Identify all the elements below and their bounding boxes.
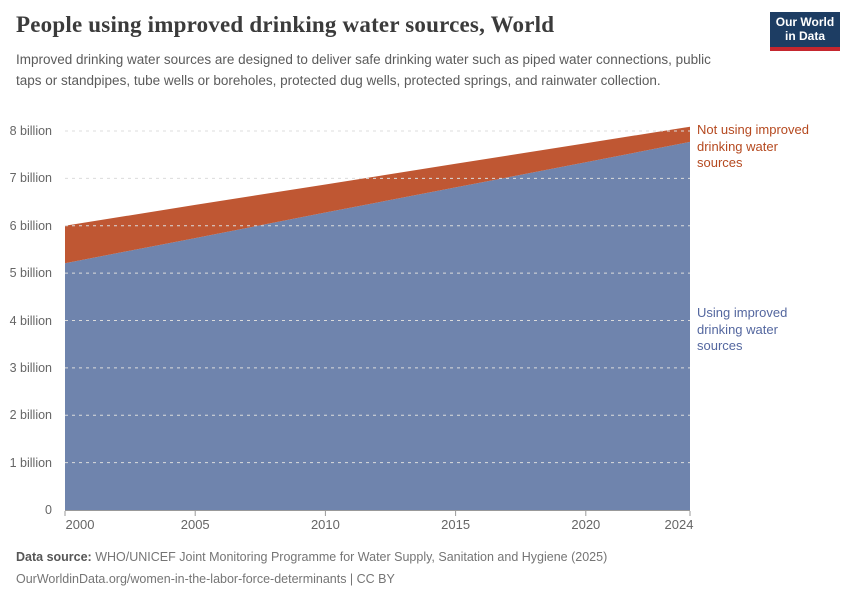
data-source-line: Data source: WHO/UNICEF Joint Monitoring… (16, 546, 816, 568)
x-tick-label: 2024 (664, 517, 694, 532)
y-tick-label: 8 billion (9, 124, 52, 138)
owid-logo[interactable]: Our World in Data (770, 12, 840, 51)
y-tick-label: 1 billion (9, 455, 52, 470)
chart-footer: Data source: WHO/UNICEF Joint Monitoring… (16, 546, 816, 590)
x-tick-label: 2010 (310, 517, 340, 532)
y-tick-label: 7 billion (9, 171, 52, 186)
chart-area: 0 1 billion 2 billion 3 billion 4 billion 5 b… (0, 118, 850, 538)
x-tick-label: 2015 (441, 517, 471, 532)
y-tick-label: 3 billion (9, 360, 52, 375)
data-source-label: Data source: (16, 550, 92, 564)
page-title: People using improved drinking water sou… (16, 12, 555, 37)
y-tick-label: 2 billion (9, 408, 52, 423)
x-tick-label: 2000 (65, 517, 95, 532)
area-series-0[interactable] (65, 141, 690, 510)
legend-label-using-improved: Using improved drinking water sources (697, 305, 788, 353)
x-tick-label: 2005 (180, 517, 210, 532)
owid-logo-line2: in Data (784, 29, 825, 43)
stacked-area-chart[interactable] (0, 118, 850, 538)
y-tick-label: 4 billion (9, 313, 52, 328)
x-tick-label: 2020 (571, 517, 601, 532)
legend-label-not-using-improved: Not using improved drinking water source… (697, 122, 809, 170)
area-series-1[interactable] (65, 126, 690, 264)
citation-link[interactable]: OurWorldinData.org/women-in-the-labor-fo… (16, 572, 395, 586)
y-tick-label: 6 billion (9, 218, 52, 233)
owid-logo-line1: Our World (775, 15, 835, 29)
data-source-text: WHO/UNICEF Joint Monitoring Programme fo… (95, 550, 608, 564)
y-tick-label: 5 billion (9, 266, 52, 281)
chart-subtitle: Improved drinking water sources are desi… (16, 52, 711, 88)
y-tick-label: 0 (45, 503, 52, 517)
